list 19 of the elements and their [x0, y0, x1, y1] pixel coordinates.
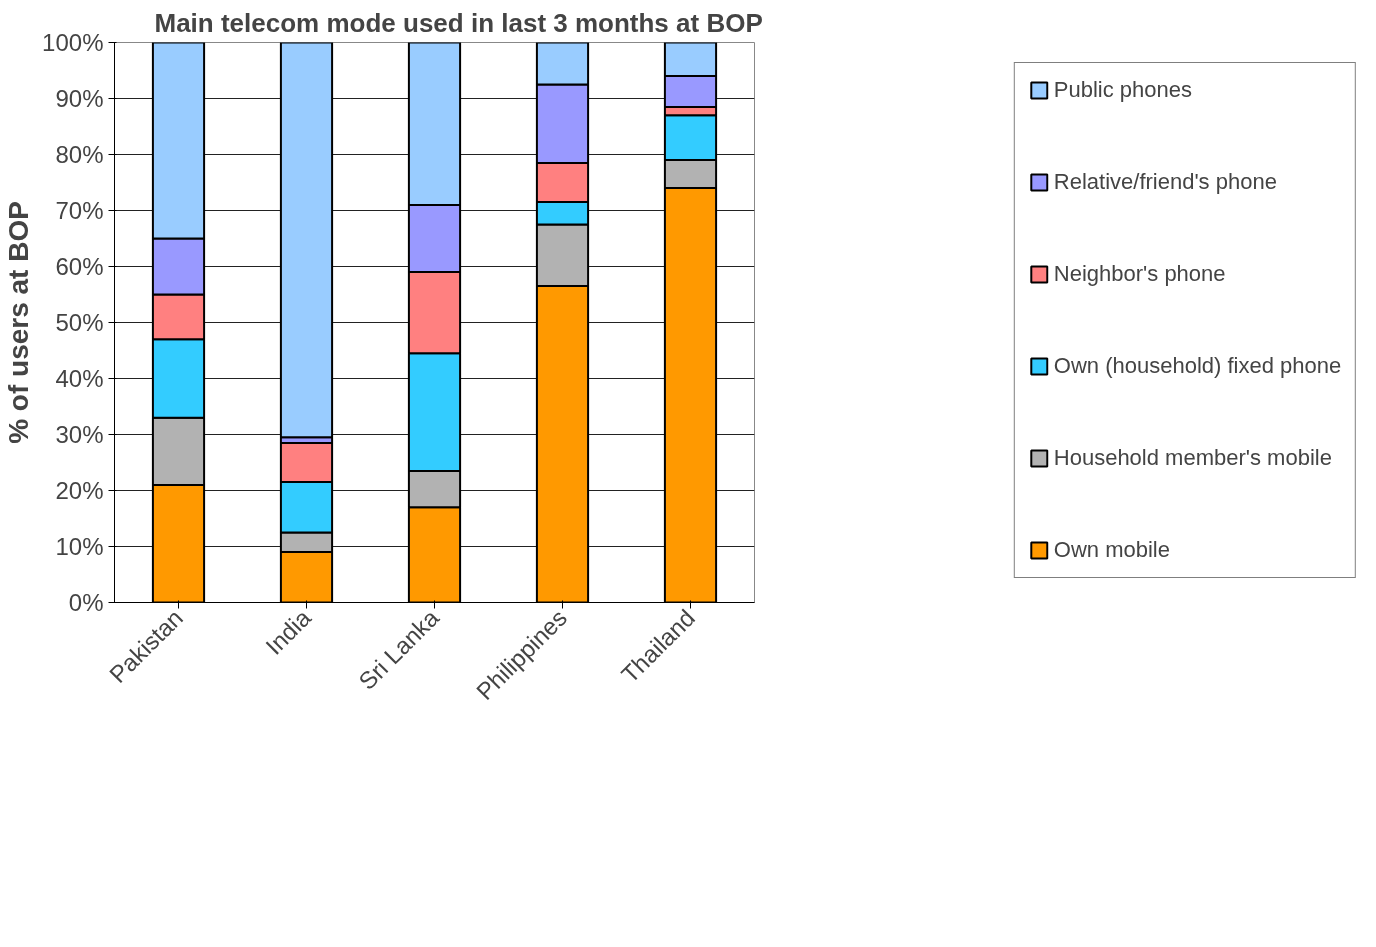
y-tick-label: 50% [55, 309, 104, 336]
legend-label: Own (household) fixed phone [1053, 353, 1342, 379]
legend-label: Public phones [1053, 77, 1193, 103]
legend-label: Relative/friend's phone [1053, 169, 1277, 195]
y-tick-label: 10% [55, 533, 104, 560]
y-tick-label: 60% [55, 253, 104, 280]
y-tick-label: 100% [42, 29, 104, 56]
legend-label: Own mobile [1053, 537, 1170, 563]
y-tick-label: 90% [55, 85, 104, 112]
y-tick-label: 30% [55, 421, 104, 448]
legend-label: Household member's mobile [1053, 445, 1332, 471]
y-axis-title: % of users at BOP [3, 201, 35, 444]
y-tick-label: 70% [55, 197, 104, 224]
y-tick-label: 0% [68, 589, 104, 616]
y-tick-label: 40% [55, 365, 104, 392]
legend-label: Neighbor's phone [1053, 261, 1226, 287]
chart-title: Main telecom mode used in last 3 months at BOP [154, 7, 763, 38]
y-tick-label: 20% [55, 477, 104, 504]
y-tick-label: 80% [55, 141, 104, 168]
